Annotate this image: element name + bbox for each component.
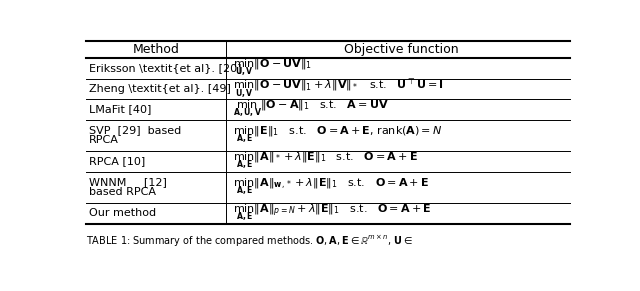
- Text: $\underset{\mathbf{A,E}}{\min} \|\mathbf{A}\|_{\mathbf{w},*} + \lambda\|\mathbf{: $\underset{\mathbf{A,E}}{\min} \|\mathbf…: [232, 177, 429, 198]
- Text: Eriksson \textit{et al}. [20]: Eriksson \textit{et al}. [20]: [90, 63, 242, 73]
- Text: RPCA: RPCA: [90, 135, 119, 145]
- Text: $\underset{\mathbf{A,E}}{\min} \|\mathbf{A}\|_{p=N} + \lambda\|\mathbf{E}\|_1$  : $\underset{\mathbf{A,E}}{\min} \|\mathbf…: [232, 203, 431, 223]
- Text: Zheng \textit{et al}. [49]: Zheng \textit{et al}. [49]: [90, 84, 231, 94]
- Text: based RPCA: based RPCA: [90, 187, 156, 197]
- Text: $\underset{\mathbf{U,V}}{\min} \|\mathbf{O} - \mathbf{UV}\|_1$: $\underset{\mathbf{U,V}}{\min} \|\mathbf…: [232, 58, 312, 78]
- Text: $\underset{\mathbf{A,E}}{\min} \|\mathbf{E}\|_1$   s.t.   $\mathbf{O} = \mathbf{: $\underset{\mathbf{A,E}}{\min} \|\mathbf…: [232, 125, 442, 146]
- Text: $\underset{\mathbf{U,V}}{\min} \|\mathbf{O} - \mathbf{UV}\|_1 + \lambda\|\mathbf: $\underset{\mathbf{U,V}}{\min} \|\mathbf…: [232, 78, 444, 100]
- Text: WNNM     [12]: WNNM [12]: [90, 177, 167, 187]
- Text: Method: Method: [133, 43, 180, 56]
- Text: Our method: Our method: [90, 208, 156, 218]
- Text: SVP  [29]  based: SVP [29] based: [90, 125, 182, 135]
- Text: $\underset{\mathbf{A,E}}{\min} \|\mathbf{A}\|_* + \lambda\|\mathbf{E}\|_1$   s.t: $\underset{\mathbf{A,E}}{\min} \|\mathbf…: [232, 151, 417, 171]
- Text: $\underset{\mathbf{A,U,V}}{\min} \|\mathbf{O} - \mathbf{A}\|_1$   s.t.   $\mathb: $\underset{\mathbf{A,U,V}}{\min} \|\math…: [232, 99, 388, 119]
- Text: LMaFit [40]: LMaFit [40]: [90, 104, 152, 114]
- Text: RPCA [10]: RPCA [10]: [90, 156, 145, 166]
- Text: Objective function: Objective function: [344, 43, 458, 56]
- Text: TABLE 1: Summary of the compared methods. $\mathbf{O}, \mathbf{A}, \mathbf{E} \i: TABLE 1: Summary of the compared methods…: [86, 234, 413, 249]
